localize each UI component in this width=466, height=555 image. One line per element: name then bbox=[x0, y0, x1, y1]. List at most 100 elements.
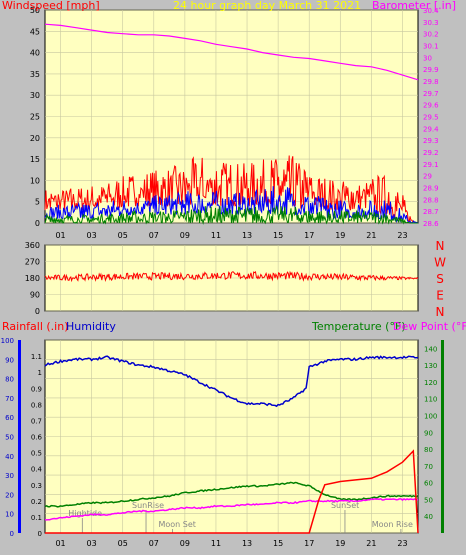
windspeed-tick-label: 35 bbox=[30, 70, 40, 79]
hour-tick-label: 11 bbox=[211, 539, 221, 548]
humidity-tick-labels: 0 10 20 30 40 50 60 70 80 90 100 bbox=[1, 337, 14, 538]
windspeed-tick-label: 20 bbox=[30, 134, 40, 143]
hour-tick-label: 15 bbox=[273, 539, 283, 548]
plot-1-left-tick-labels: 0 5 10 15 20 25 30 35 40 45 50 bbox=[30, 6, 40, 228]
barometer-tick-label: 30.1 bbox=[423, 43, 439, 51]
hour-tick-label: 07 bbox=[149, 231, 159, 240]
barometer-tick-label: 29.6 bbox=[423, 102, 439, 110]
humidity-axis-label: Humidity bbox=[66, 320, 116, 333]
rain-tick-label: 0.1 bbox=[31, 514, 42, 522]
plot-1-x-tick-labels: 01 03 05 07 09 11 13 15 17 19 21 23 bbox=[55, 231, 407, 240]
humidity-tick-label: 80 bbox=[5, 376, 14, 384]
wind-direction-line bbox=[44, 270, 419, 283]
humidity-tick-label: 10 bbox=[5, 511, 14, 519]
dew-point-line bbox=[44, 497, 419, 521]
temperature-tick-label: 40 bbox=[424, 513, 433, 521]
humidity-axis-bar bbox=[18, 340, 21, 533]
barometer-axis-label: Barometer [.in] bbox=[372, 0, 456, 12]
humidity-tick-label: 30 bbox=[5, 472, 14, 480]
hour-tick-label: 03 bbox=[87, 231, 97, 240]
windspeed-tick-label: 0 bbox=[35, 219, 40, 228]
hour-tick-label: 21 bbox=[366, 539, 376, 548]
hour-tick-label: 09 bbox=[180, 231, 190, 240]
hour-tick-label: 17 bbox=[304, 539, 314, 548]
hour-tick-label: 11 bbox=[211, 231, 221, 240]
direction-tick-label: 0 bbox=[35, 307, 40, 316]
windspeed-tick-label: 50 bbox=[30, 6, 40, 15]
temperature-tick-labels: 40 50 60 70 80 90 100 110 120 130 140 bbox=[424, 345, 437, 521]
compass-label: W bbox=[434, 256, 446, 270]
humidity-tick-label: 100 bbox=[1, 337, 14, 345]
windspeed-tick-label: 25 bbox=[30, 113, 40, 122]
windspeed-tick-label: 45 bbox=[30, 27, 40, 36]
barometer-tick-label: 30.2 bbox=[423, 31, 439, 39]
hour-tick-label: 17 bbox=[304, 231, 314, 240]
temperature-tick-label: 90 bbox=[424, 429, 433, 437]
temperature-tick-label: 80 bbox=[424, 446, 433, 454]
rainfall-axis-label: Rainfall (.in) bbox=[2, 320, 69, 333]
rain-tick-label: 0.9 bbox=[31, 385, 42, 393]
plot-1-grid bbox=[45, 9, 418, 224]
annotation-label: SunRise bbox=[132, 501, 164, 510]
direction-tick-label: 180 bbox=[25, 274, 40, 283]
humidity-tick-label: 20 bbox=[5, 491, 14, 499]
plot-3-x-tick-labels: 01 03 05 07 09 11 13 15 17 19 21 23 bbox=[55, 539, 407, 548]
hour-tick-label: 01 bbox=[55, 231, 65, 240]
compass-label: N bbox=[436, 305, 445, 319]
hour-tick-label: 19 bbox=[335, 231, 345, 240]
rain-tick-labels: 0 0.1 0.2 0.3 0.4 0.5 0.6 0.7 0.8 0.9 1 1.1 bbox=[31, 353, 43, 538]
humidity-tick-label: 50 bbox=[5, 434, 14, 442]
temperature-tick-label: 100 bbox=[424, 413, 437, 421]
compass-label: E bbox=[436, 289, 444, 303]
barometer-tick-label: 30 bbox=[423, 54, 432, 62]
hour-tick-label: 07 bbox=[149, 539, 159, 548]
temperature-tick-label: 110 bbox=[424, 396, 437, 404]
barometer-tick-label: 28.9 bbox=[423, 185, 439, 193]
hour-tick-label: 23 bbox=[397, 231, 407, 240]
barometer-tick-label: 29.9 bbox=[423, 66, 439, 74]
dewpoint-axis-label: Dew Point (°F) bbox=[393, 320, 466, 333]
humidity-tick-label: 90 bbox=[5, 356, 14, 364]
annotation-label: Moon Set bbox=[158, 520, 195, 529]
hour-tick-label: 05 bbox=[118, 539, 128, 548]
rain-tick-label: 0.3 bbox=[31, 482, 42, 490]
rain-tick-label: 1.1 bbox=[31, 353, 42, 361]
barometer-line bbox=[44, 23, 419, 81]
rain-tick-label: 0.8 bbox=[31, 401, 42, 409]
rain-tick-label: 0 bbox=[38, 530, 42, 538]
temperature-axis-label: Temperature (°F) bbox=[311, 320, 406, 333]
compass-label: S bbox=[436, 272, 444, 286]
plot-1-series bbox=[44, 23, 419, 225]
annotation-label: Moon Rise bbox=[372, 520, 413, 529]
temperature-tick-label: 60 bbox=[424, 480, 433, 488]
plot-2-tick-labels: 0 90 180 270 360 bbox=[25, 241, 40, 316]
rain-tick-label: 0.5 bbox=[31, 450, 42, 458]
humidity-tick-label: 0 bbox=[10, 530, 14, 538]
barometer-tick-label: 28.8 bbox=[423, 196, 439, 204]
barometer-tick-label: 30.4 bbox=[423, 7, 439, 15]
rain-tick-label: 1 bbox=[38, 369, 42, 377]
hour-tick-label: 13 bbox=[242, 231, 252, 240]
temperature-tick-label: 70 bbox=[424, 463, 433, 471]
wind-avg-line bbox=[44, 204, 418, 225]
barometer-tick-label: 28.6 bbox=[423, 220, 439, 228]
plot-1-right-tick-labels: 28.6 28.7 28.8 28.9 29 29.1 29.2 29.3 29.4 29.5 29… bbox=[423, 7, 439, 228]
hour-tick-label: 15 bbox=[273, 231, 283, 240]
chart-title: 24 hour graph day March 31 2021 bbox=[173, 0, 361, 12]
temperature-tick-label: 130 bbox=[424, 362, 437, 370]
humidity-tick-label: 70 bbox=[5, 395, 14, 403]
hour-tick-label: 05 bbox=[118, 231, 128, 240]
hour-tick-label: 13 bbox=[242, 539, 252, 548]
annotation-label: Hightide bbox=[68, 509, 102, 518]
barometer-tick-label: 29.4 bbox=[423, 125, 439, 133]
temperature-axis-bar bbox=[441, 340, 444, 533]
windspeed-tick-label: 10 bbox=[30, 176, 40, 185]
barometer-tick-label: 29.7 bbox=[423, 90, 439, 98]
barometer-tick-label: 29.8 bbox=[423, 78, 439, 86]
hour-tick-label: 21 bbox=[366, 231, 376, 240]
plot-3-annotations: Hightide SunRise Moon Set SunSet Moon Rise bbox=[68, 501, 413, 533]
direction-tick-label: 360 bbox=[25, 241, 40, 250]
